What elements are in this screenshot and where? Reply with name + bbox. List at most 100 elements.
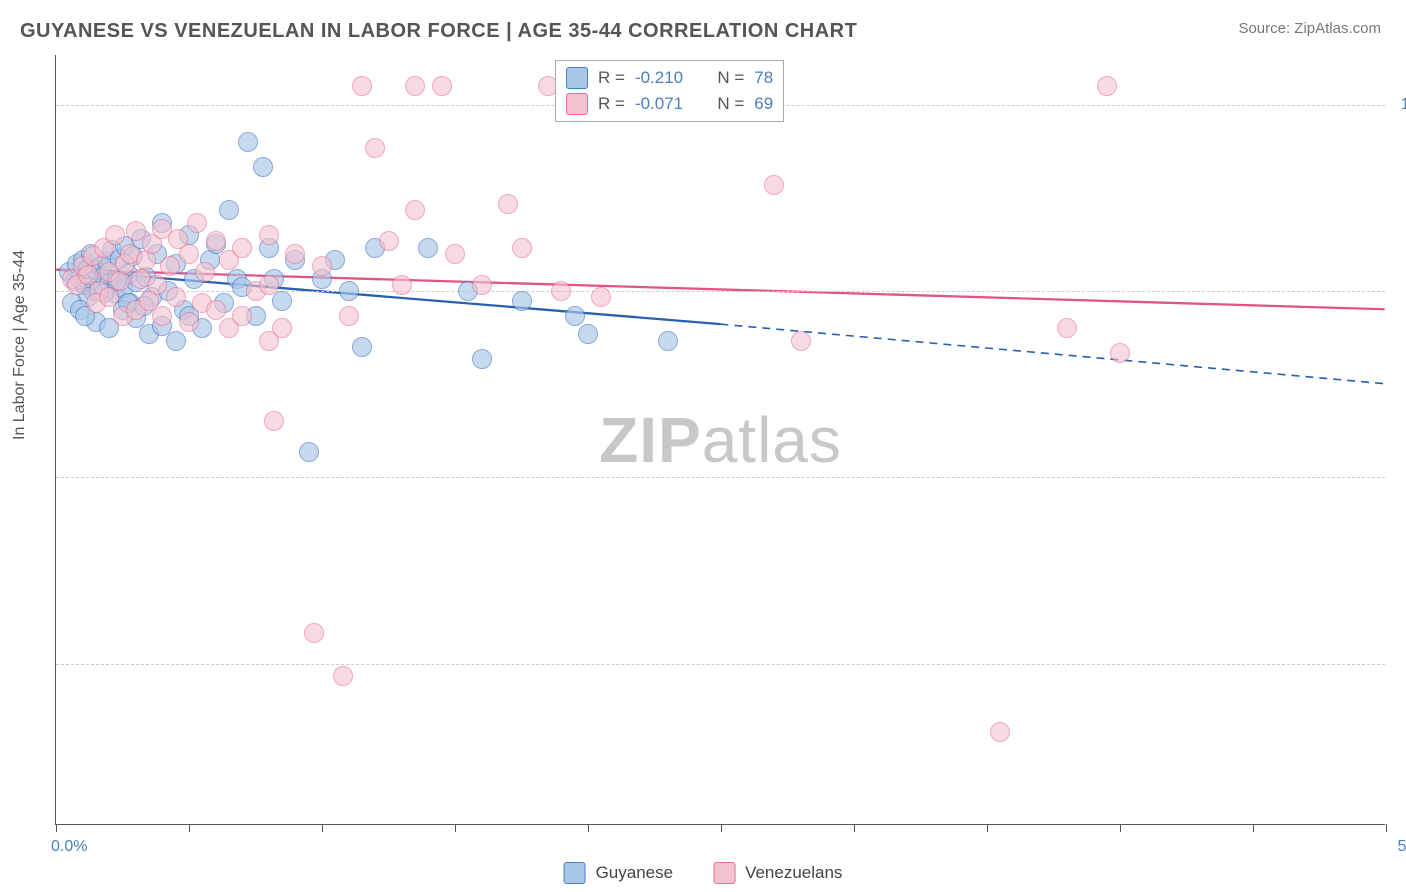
data-point (392, 275, 412, 295)
y-axis-label: In Labor Force | Age 35-44 (11, 250, 29, 440)
legend-item: Guyanese (564, 862, 674, 884)
x-tick (455, 824, 456, 832)
x-tick (1386, 824, 1387, 832)
data-point (99, 287, 119, 307)
data-point (472, 349, 492, 369)
data-point (304, 623, 324, 643)
data-point (1057, 318, 1077, 338)
r-value: -0.210 (635, 68, 683, 88)
data-point (512, 238, 532, 258)
x-tick (721, 824, 722, 832)
r-label: R = (598, 94, 625, 114)
plot-area: ZIPatlas 55.0%70.0%85.0%100.0%0.0%50.0% (55, 55, 1385, 825)
data-point (1110, 343, 1130, 363)
data-point (658, 331, 678, 351)
stats-row: R = -0.210 N = 78 (566, 65, 773, 91)
data-point (206, 300, 226, 320)
n-value: 78 (754, 68, 773, 88)
legend-label: Venezuelans (745, 863, 842, 883)
x-tick (189, 824, 190, 832)
chart-container: GUYANESE VS VENEZUELAN IN LABOR FORCE | … (0, 0, 1406, 892)
data-point (551, 281, 571, 301)
data-point (160, 256, 180, 276)
data-point (1097, 76, 1117, 96)
data-point (187, 213, 207, 233)
y-tick-label: 100.0% (1395, 96, 1406, 114)
data-point (179, 244, 199, 264)
data-point (166, 331, 186, 351)
r-label: R = (598, 68, 625, 88)
data-point (990, 722, 1010, 742)
y-tick-label: 85.0% (1395, 282, 1406, 300)
data-point (105, 225, 125, 245)
x-min-label: 0.0% (51, 838, 87, 856)
data-point (259, 275, 279, 295)
data-point (206, 231, 226, 251)
data-point (195, 262, 215, 282)
stats-row: R = -0.071 N = 69 (566, 91, 773, 117)
data-point (179, 312, 199, 332)
x-tick (1253, 824, 1254, 832)
x-tick (56, 824, 57, 832)
data-point (253, 157, 273, 177)
data-point (472, 275, 492, 295)
data-point (299, 442, 319, 462)
x-tick (322, 824, 323, 832)
data-point (352, 337, 372, 357)
legend-label: Guyanese (596, 863, 674, 883)
data-point (432, 76, 452, 96)
data-point (379, 231, 399, 251)
trend-line-extrapolated (721, 324, 1385, 384)
n-value: 69 (754, 94, 773, 114)
data-point (166, 287, 186, 307)
data-point (259, 225, 279, 245)
data-point (405, 76, 425, 96)
data-point (418, 238, 438, 258)
data-point (232, 306, 252, 326)
bottom-legend: Guyanese Venezuelans (564, 862, 843, 884)
data-point (764, 175, 784, 195)
data-point (498, 194, 518, 214)
data-point (591, 287, 611, 307)
source-label: Source: ZipAtlas.com (1238, 20, 1381, 37)
legend-swatch (566, 67, 588, 89)
legend-swatch (566, 93, 588, 115)
chart-title: GUYANESE VS VENEZUELAN IN LABOR FORCE | … (20, 20, 857, 43)
data-point (365, 138, 385, 158)
data-point (152, 306, 172, 326)
data-point (264, 411, 284, 431)
data-point (339, 281, 359, 301)
y-tick-label: 55.0% (1395, 655, 1406, 673)
gridline (56, 664, 1385, 665)
data-point (238, 132, 258, 152)
data-point (259, 331, 279, 351)
y-tick-label: 70.0% (1395, 468, 1406, 486)
data-point (578, 324, 598, 344)
data-point (791, 331, 811, 351)
data-point (512, 291, 532, 311)
n-label: N = (717, 68, 744, 88)
data-point (339, 306, 359, 326)
x-tick (588, 824, 589, 832)
x-tick (987, 824, 988, 832)
data-point (565, 306, 585, 326)
data-point (232, 238, 252, 258)
x-tick (854, 824, 855, 832)
legend-swatch (564, 862, 586, 884)
stats-legend: R = -0.210 N = 78R = -0.071 N = 69 (555, 60, 784, 122)
data-point (352, 76, 372, 96)
n-label: N = (717, 94, 744, 114)
legend-swatch (713, 862, 735, 884)
data-point (219, 200, 239, 220)
x-tick (1120, 824, 1121, 832)
legend-item: Venezuelans (713, 862, 842, 884)
data-point (272, 291, 292, 311)
x-max-label: 50.0% (1398, 838, 1406, 856)
data-point (285, 244, 305, 264)
gridline (56, 477, 1385, 478)
data-point (333, 666, 353, 686)
data-point (312, 256, 332, 276)
r-value: -0.071 (635, 94, 683, 114)
data-point (445, 244, 465, 264)
data-point (405, 200, 425, 220)
